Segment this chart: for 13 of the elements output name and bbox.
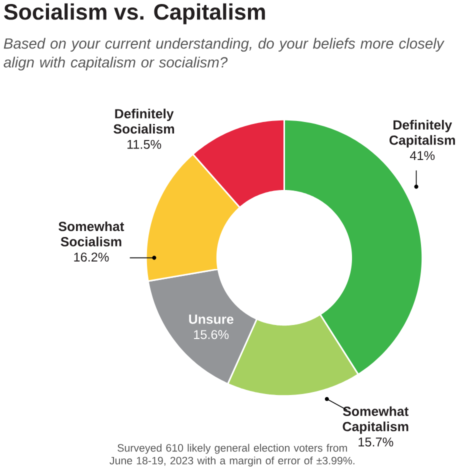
text: Surveyed 610 likely general election voters from June 18-19, 2023 with a margin of error of ±3.99%.: [110, 444, 354, 467]
slice-label: Definitely Capitalism: [390, 120, 455, 148]
slice-label: Somewhat Socialism: [58, 222, 124, 246]
data-label: 41%: [410, 151, 435, 160]
data-label: 15.6%: [194, 330, 229, 340]
chart-subtitle: Based on your current understanding, do your beliefs more closely align with capitalism or socialism?: [4, 38, 445, 70]
slice-label: Unsure: [189, 314, 234, 324]
slice-label: Definitely Socialism: [114, 108, 174, 134]
data-label: 16.2%: [74, 252, 109, 262]
slice-label: Somewhat Capitalism: [342, 406, 408, 434]
data-label: 15.7%: [358, 438, 394, 447]
data-label: 11.5%: [127, 140, 162, 149]
chart-title: Socialism vs. Capitalism: [4, 3, 265, 24]
